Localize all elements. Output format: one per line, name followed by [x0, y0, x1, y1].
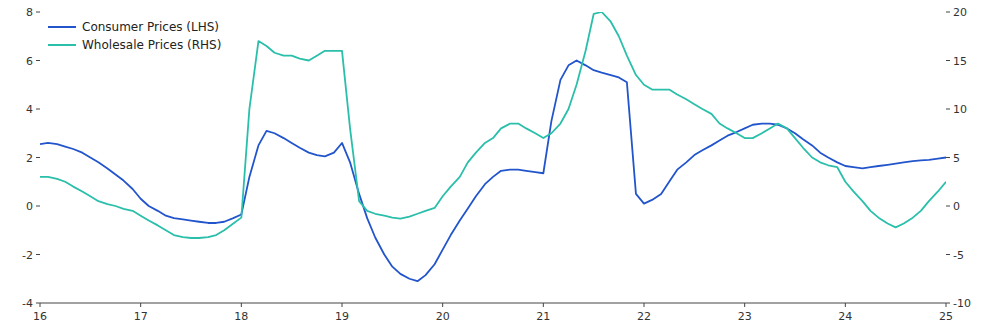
x-tick-label: 16 — [33, 310, 47, 323]
y2-tick — [946, 60, 950, 61]
x-tick — [744, 303, 745, 307]
y2-tick — [946, 206, 950, 207]
x-tick-label: 22 — [637, 310, 651, 323]
y2-tick-label: 15 — [953, 55, 967, 68]
y2-tick-label: 0 — [953, 200, 960, 213]
y2-tick — [946, 157, 950, 158]
x-tick-label: 20 — [436, 310, 450, 323]
x-tick — [543, 303, 544, 307]
y-tick — [36, 109, 40, 110]
x-tick — [845, 303, 846, 307]
y2-tick — [946, 12, 950, 13]
y2-tick-label: -5 — [953, 249, 964, 262]
y-tick-label: -2 — [22, 249, 33, 262]
series-line — [40, 61, 946, 282]
legend-label: Consumer Prices (LHS) — [82, 20, 219, 34]
y2-tick — [946, 303, 950, 304]
y-tick-label: -4 — [22, 297, 33, 310]
x-tick — [946, 303, 947, 307]
x-tick-label: 24 — [838, 310, 852, 323]
y-tick-label: 2 — [26, 152, 33, 165]
y2-tick-label: -10 — [953, 297, 971, 310]
x-tick — [241, 303, 242, 307]
legend-swatch — [48, 26, 76, 28]
legend-label: Wholesale Prices (RHS) — [82, 38, 221, 52]
y-tick-label: 8 — [26, 6, 33, 19]
legend: Consumer Prices (LHS) Wholesale Prices (R… — [48, 20, 221, 52]
y2-tick — [946, 109, 950, 110]
y-tick-label: 0 — [26, 200, 33, 213]
x-tick — [644, 303, 645, 307]
y-tick-label: 6 — [26, 55, 33, 68]
x-tick — [140, 303, 141, 307]
y-tick — [36, 254, 40, 255]
y2-tick-label: 20 — [953, 6, 967, 19]
x-tick-label: 23 — [738, 310, 752, 323]
x-tick — [40, 303, 41, 307]
y-tick — [36, 60, 40, 61]
x-axis-line — [40, 303, 946, 304]
y2-tick-label: 5 — [953, 152, 960, 165]
y-tick-label: 4 — [26, 103, 33, 116]
x-tick-label: 25 — [939, 310, 953, 323]
y2-tick — [946, 254, 950, 255]
series-line — [40, 12, 946, 238]
plot-area — [40, 12, 946, 281]
y2-tick-label: 10 — [953, 103, 967, 116]
chart: 16171819202122232425-4-202468-10-5051015… — [0, 0, 986, 331]
x-tick-label: 17 — [134, 310, 148, 323]
y-tick — [36, 12, 40, 13]
x-tick — [442, 303, 443, 307]
x-tick-label: 18 — [234, 310, 248, 323]
y-tick — [36, 157, 40, 158]
y-tick — [36, 206, 40, 207]
x-tick-label: 21 — [536, 310, 550, 323]
axes: 16171819202122232425-4-202468-10-5051015… — [22, 6, 971, 323]
legend-swatch — [48, 44, 76, 46]
x-tick — [342, 303, 343, 307]
x-tick-label: 19 — [335, 310, 349, 323]
y-tick — [36, 303, 40, 304]
